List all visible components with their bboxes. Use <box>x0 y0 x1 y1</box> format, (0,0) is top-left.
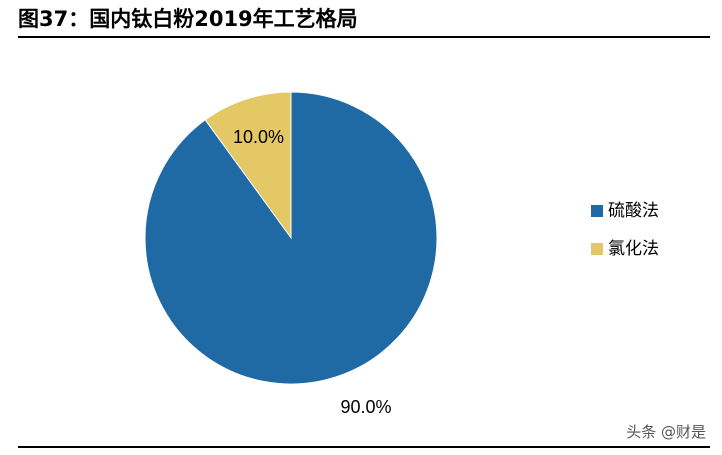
legend-label-chloride: 氯化法 <box>608 239 659 259</box>
pie-slice-sulfate <box>144 91 438 385</box>
pie-data-labels: 10.0% 90.0% <box>233 127 392 417</box>
data-label-chloride: 10.0% <box>233 127 284 147</box>
legend-swatch-sulfate <box>591 205 603 217</box>
data-label-sulfate: 90.0% <box>340 397 391 417</box>
pie-slices <box>144 91 438 385</box>
page-title: 图37：国内钛白粉2019年工艺格局 <box>18 7 358 31</box>
legend-swatch-chloride <box>591 243 603 255</box>
legend-label-sulfate: 硫酸法 <box>608 201 659 221</box>
title-divider <box>18 36 710 38</box>
footer-divider <box>18 446 710 448</box>
watermark-text: 头条 @财是 <box>626 423 706 441</box>
pie-slice-chloride <box>204 91 292 240</box>
